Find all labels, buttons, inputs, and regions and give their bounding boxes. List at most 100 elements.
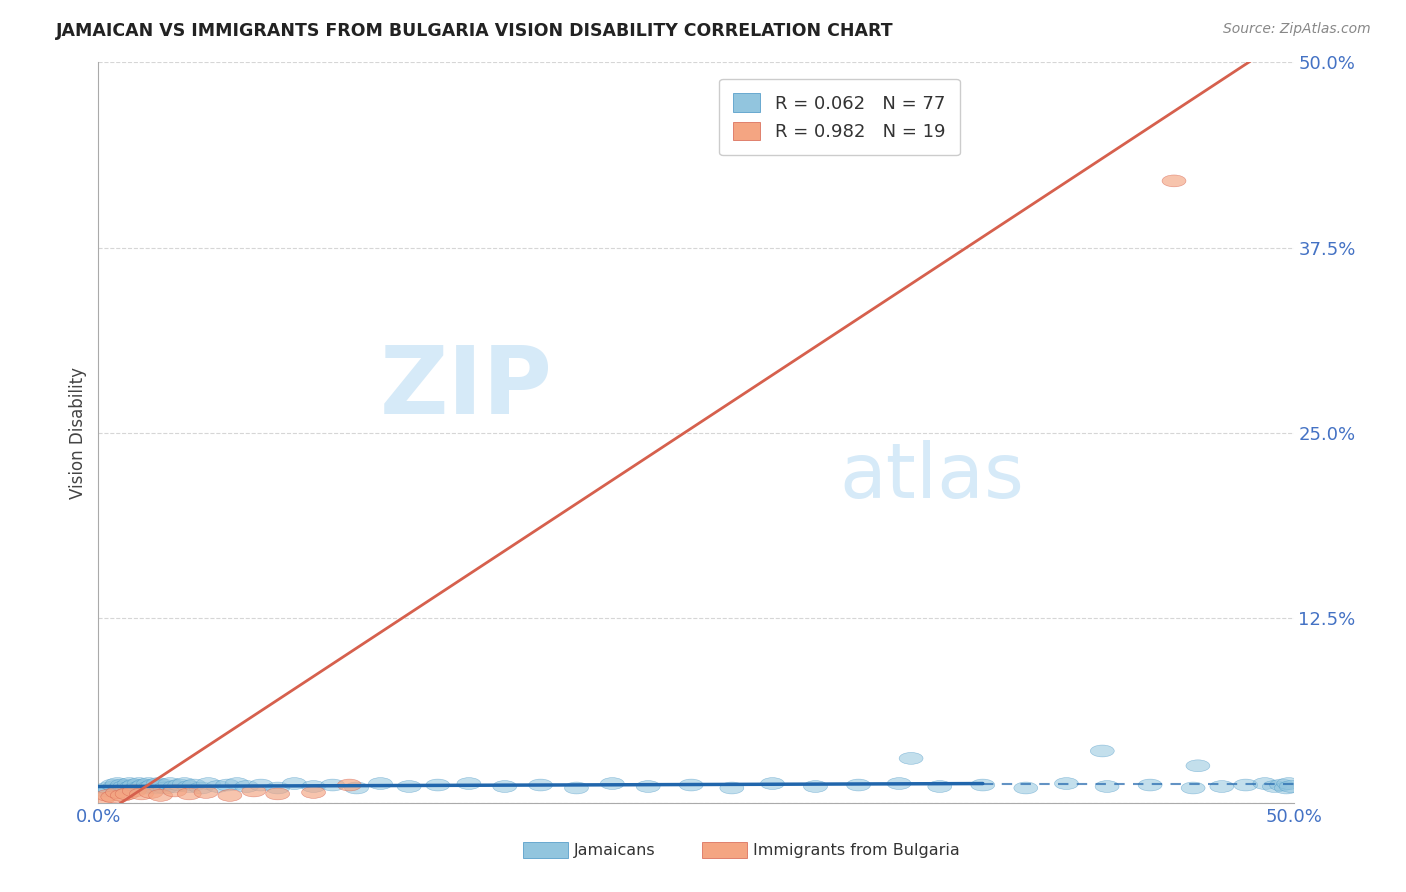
- Ellipse shape: [529, 779, 553, 791]
- Ellipse shape: [122, 779, 146, 791]
- Text: Jamaicans: Jamaicans: [574, 843, 655, 858]
- Ellipse shape: [1091, 745, 1115, 757]
- Ellipse shape: [149, 780, 173, 792]
- Ellipse shape: [368, 778, 392, 789]
- Ellipse shape: [96, 782, 120, 794]
- Ellipse shape: [112, 780, 136, 792]
- Ellipse shape: [761, 778, 785, 789]
- Ellipse shape: [177, 780, 201, 792]
- Text: Source: ZipAtlas.com: Source: ZipAtlas.com: [1223, 22, 1371, 37]
- Ellipse shape: [167, 779, 191, 791]
- Ellipse shape: [679, 779, 703, 791]
- FancyBboxPatch shape: [523, 842, 568, 858]
- Ellipse shape: [928, 780, 952, 792]
- Ellipse shape: [149, 789, 173, 801]
- Ellipse shape: [118, 778, 142, 789]
- Ellipse shape: [108, 782, 132, 794]
- Text: atlas: atlas: [839, 440, 1024, 514]
- Y-axis label: Vision Disability: Vision Disability: [69, 367, 87, 499]
- Ellipse shape: [115, 788, 139, 800]
- Ellipse shape: [337, 779, 361, 791]
- Ellipse shape: [720, 782, 744, 794]
- Ellipse shape: [846, 779, 870, 791]
- Ellipse shape: [1234, 779, 1258, 791]
- Ellipse shape: [900, 753, 924, 764]
- Ellipse shape: [266, 782, 290, 794]
- Ellipse shape: [1277, 778, 1301, 789]
- Ellipse shape: [159, 778, 183, 789]
- Ellipse shape: [129, 780, 153, 792]
- Ellipse shape: [1163, 175, 1187, 186]
- Ellipse shape: [111, 789, 135, 801]
- Ellipse shape: [457, 778, 481, 789]
- Ellipse shape: [1187, 760, 1211, 772]
- Ellipse shape: [972, 779, 995, 791]
- Ellipse shape: [215, 779, 239, 791]
- Ellipse shape: [101, 779, 125, 791]
- Ellipse shape: [163, 785, 187, 797]
- Ellipse shape: [129, 788, 153, 800]
- Ellipse shape: [301, 780, 326, 792]
- Ellipse shape: [91, 792, 115, 805]
- Ellipse shape: [120, 780, 143, 792]
- Ellipse shape: [143, 782, 167, 794]
- Ellipse shape: [111, 779, 135, 791]
- Ellipse shape: [136, 778, 160, 789]
- Ellipse shape: [96, 789, 120, 801]
- Text: ZIP: ZIP: [380, 343, 553, 434]
- Ellipse shape: [115, 782, 139, 794]
- Ellipse shape: [218, 789, 242, 801]
- Ellipse shape: [105, 778, 129, 789]
- Ellipse shape: [101, 791, 125, 803]
- Ellipse shape: [1095, 780, 1119, 792]
- Ellipse shape: [103, 780, 127, 792]
- Ellipse shape: [146, 778, 170, 789]
- Ellipse shape: [283, 778, 307, 789]
- Ellipse shape: [494, 780, 517, 792]
- Ellipse shape: [132, 779, 156, 791]
- Ellipse shape: [197, 778, 221, 789]
- Ellipse shape: [105, 787, 129, 798]
- Ellipse shape: [1054, 778, 1078, 789]
- Ellipse shape: [183, 779, 207, 791]
- Ellipse shape: [242, 785, 266, 797]
- Ellipse shape: [804, 780, 827, 792]
- Ellipse shape: [142, 779, 166, 791]
- Ellipse shape: [207, 780, 231, 792]
- Ellipse shape: [194, 787, 218, 798]
- Text: JAMAICAN VS IMMIGRANTS FROM BULGARIA VISION DISABILITY CORRELATION CHART: JAMAICAN VS IMMIGRANTS FROM BULGARIA VIS…: [56, 22, 894, 40]
- Ellipse shape: [173, 778, 197, 789]
- Ellipse shape: [163, 780, 187, 792]
- Text: Immigrants from Bulgaria: Immigrants from Bulgaria: [754, 843, 960, 858]
- Ellipse shape: [398, 780, 422, 792]
- Ellipse shape: [190, 782, 214, 794]
- Ellipse shape: [1274, 782, 1298, 794]
- Ellipse shape: [1181, 782, 1205, 794]
- Ellipse shape: [98, 783, 122, 796]
- FancyBboxPatch shape: [702, 842, 748, 858]
- Ellipse shape: [225, 778, 249, 789]
- Ellipse shape: [321, 779, 344, 791]
- Ellipse shape: [565, 782, 589, 794]
- Ellipse shape: [1014, 782, 1038, 794]
- Ellipse shape: [301, 787, 326, 798]
- Ellipse shape: [1263, 780, 1286, 792]
- Ellipse shape: [127, 778, 150, 789]
- Ellipse shape: [344, 782, 368, 794]
- Ellipse shape: [1270, 779, 1294, 791]
- Ellipse shape: [1139, 779, 1163, 791]
- Ellipse shape: [177, 788, 201, 800]
- Ellipse shape: [426, 779, 450, 791]
- Ellipse shape: [1253, 778, 1277, 789]
- Ellipse shape: [1209, 780, 1234, 792]
- Ellipse shape: [637, 780, 661, 792]
- Ellipse shape: [150, 779, 174, 791]
- Ellipse shape: [139, 780, 163, 792]
- Ellipse shape: [266, 788, 290, 800]
- Ellipse shape: [249, 779, 273, 791]
- Legend: R = 0.062   N = 77, R = 0.982   N = 19: R = 0.062 N = 77, R = 0.982 N = 19: [718, 78, 960, 155]
- Ellipse shape: [94, 785, 118, 797]
- Ellipse shape: [1279, 780, 1303, 792]
- Ellipse shape: [125, 782, 149, 794]
- Ellipse shape: [153, 782, 177, 794]
